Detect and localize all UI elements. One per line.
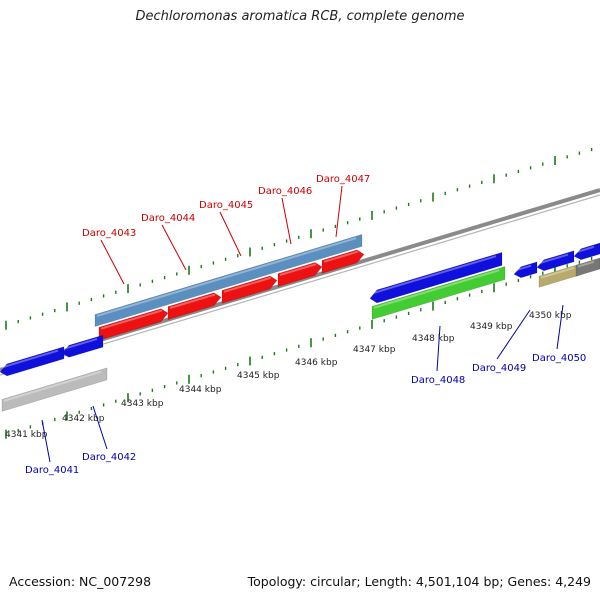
leader-line	[556, 304, 564, 350]
cds-arrow-4047	[321, 249, 365, 274]
leader-line	[92, 405, 108, 450]
cds-arrow-4041-highlight	[1, 349, 59, 369]
gene-label-top: Daro_4044	[141, 213, 195, 224]
gene-bar-4048-highlight	[373, 269, 500, 309]
leader-line	[335, 185, 343, 238]
cds-arrow-4046-highlight	[279, 263, 317, 276]
cds-arrow-4042	[61, 334, 104, 358]
gene-label-top: Daro_4047	[316, 174, 370, 185]
cds-arrow-4044	[167, 292, 222, 321]
gene-bar-4051	[575, 257, 600, 277]
cds-arrow-4044-highlight	[169, 293, 216, 309]
kbp-label: 4348 kbp	[412, 334, 455, 344]
cds-arrow-4042-highlight	[63, 337, 98, 350]
kbp-label: 4344 kbp	[179, 385, 222, 395]
kbp-label: 4343 kbp	[121, 399, 164, 409]
gene-label-bottom: Daro_4049	[472, 363, 526, 374]
gene-label-bottom: Daro_4048	[411, 375, 465, 386]
gene-label-bottom: Daro_4050	[532, 353, 586, 364]
gene-bar-4050-highlight	[540, 266, 575, 279]
kbp-label: 4347 kbp	[353, 345, 396, 355]
cds-arrow-4045-highlight	[223, 276, 272, 293]
gene-features	[0, 233, 600, 412]
gene-bar-4051-highlight	[577, 260, 595, 268]
kbp-label: 4346 kbp	[295, 358, 338, 368]
leader-line	[41, 419, 51, 463]
leader-line	[496, 309, 531, 360]
leader-line	[436, 325, 441, 372]
gene-bar-4043-4047	[94, 233, 363, 327]
leader-line	[161, 224, 187, 271]
cds-arrow-4047-highlight	[323, 250, 359, 263]
cds-arrow-4048	[369, 251, 503, 304]
kbp-label: 4350 kbp	[529, 311, 572, 321]
cds-arrow-4051	[573, 242, 600, 261]
gene-bar-4041-4042-highlight	[3, 370, 102, 402]
leader-line	[281, 197, 292, 245]
accession-text: Accession: NC_007298	[9, 574, 152, 589]
leader-line	[100, 239, 125, 285]
tick-marks	[5, 147, 593, 439]
kbp-label: 4341 kbp	[5, 430, 48, 440]
gene-label-top: Daro_4046	[258, 186, 312, 197]
cds-arrow-4049-highlight	[515, 264, 532, 272]
gene-label-bottom: Daro_4042	[82, 452, 136, 463]
kbp-label: 4342 kbp	[62, 414, 105, 424]
cds-arrow-4045	[221, 275, 278, 304]
gene-bar-4043-4047-highlight	[96, 237, 357, 317]
gene-bar-4041-4042	[1, 367, 108, 412]
cds-arrow-4048-highlight	[371, 255, 497, 295]
gene-label-bottom: Daro_4041	[25, 465, 79, 476]
gene-label-top: Daro_4045	[199, 200, 253, 211]
cds-arrow-4046	[277, 262, 323, 288]
kbp-label: 4345 kbp	[237, 371, 280, 381]
label-leaders	[41, 185, 564, 463]
gene-label-top: Daro_4043	[82, 228, 136, 239]
cds-arrow-4050-highlight	[538, 253, 569, 265]
genome-title: Dechloromonas aromatica RCB, complete ge…	[135, 9, 465, 24]
gene-bar-4048	[371, 266, 506, 320]
map-labels: 4341 kbp 4342 kbp 4343 kbp 4344 kbp 4345 kbp…	[5, 174, 586, 476]
topology-text: Topology: circular; Length: 4,501,104 bp…	[247, 574, 591, 589]
leader-line	[219, 211, 242, 257]
kbp-label: 4349 kbp	[470, 322, 513, 332]
cds-arrow-4051-highlight	[575, 245, 595, 254]
cds-arrow-4043-highlight	[100, 309, 163, 330]
